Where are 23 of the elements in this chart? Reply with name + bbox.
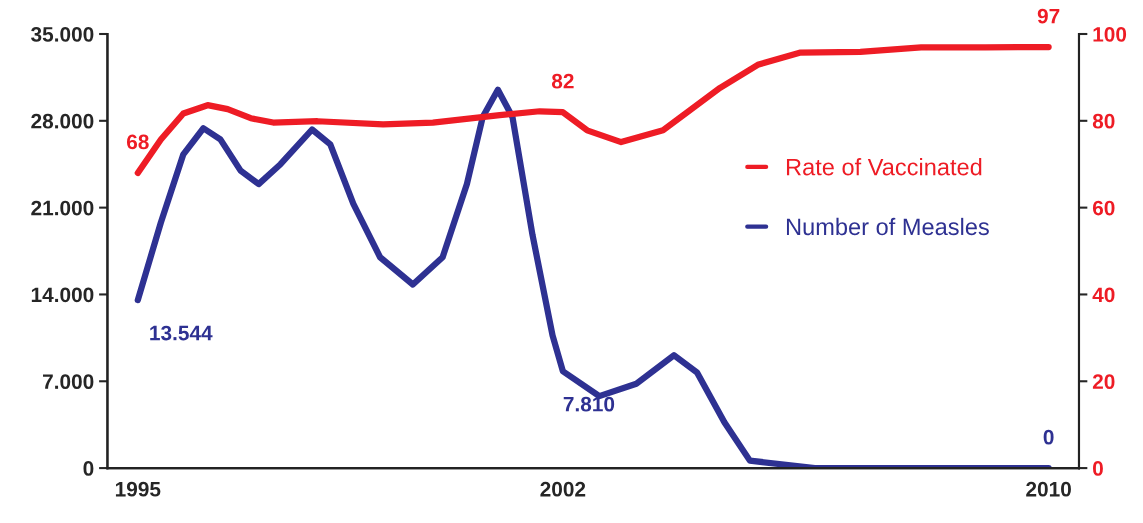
data-label: 68 bbox=[126, 134, 149, 150]
y-tick-label: 35.000 bbox=[31, 27, 94, 42]
y2-tick-label: 100 bbox=[1093, 27, 1127, 42]
y-tick-label: 14.000 bbox=[31, 287, 94, 303]
data-label: 97 bbox=[1037, 8, 1060, 24]
data-label: 82 bbox=[551, 73, 574, 89]
y2-tick-label: 20 bbox=[1092, 374, 1115, 390]
y2-tick-label: 60 bbox=[1092, 200, 1115, 216]
y-tick-label: 21.000 bbox=[31, 200, 94, 216]
data-label: 0 bbox=[1043, 429, 1054, 445]
x-tick-label: 2010 bbox=[1026, 481, 1071, 497]
x-tick-label: 1995 bbox=[115, 481, 161, 497]
data-label: 7.810 bbox=[563, 396, 615, 412]
y2-tick-label: 80 bbox=[1092, 113, 1115, 129]
y-tick-label: 0 bbox=[83, 461, 94, 476]
y2-tick-label: 0 bbox=[1093, 461, 1103, 476]
legend-label: Number of Measles bbox=[786, 217, 989, 236]
x-tick-label: 2002 bbox=[540, 481, 586, 497]
y2-tick-label: 40 bbox=[1092, 287, 1115, 303]
y-tick-label: 28.000 bbox=[31, 113, 94, 129]
y-tick-label: 7.000 bbox=[43, 374, 94, 390]
legend-label: Rate of Vaccinated bbox=[786, 158, 982, 176]
data-label: 13.544 bbox=[150, 325, 213, 341]
